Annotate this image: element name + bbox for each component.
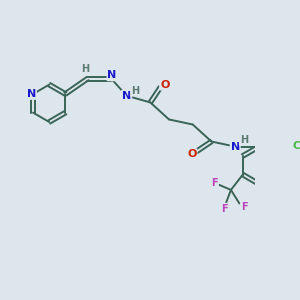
Text: Cl: Cl <box>293 141 300 151</box>
Text: N: N <box>231 142 240 152</box>
Text: F: F <box>241 202 248 212</box>
Text: N: N <box>122 91 131 101</box>
Text: H: H <box>240 135 248 145</box>
Text: O: O <box>160 80 170 90</box>
Text: F: F <box>212 178 218 188</box>
Text: H: H <box>131 85 139 96</box>
Text: H: H <box>81 64 89 74</box>
Text: F: F <box>221 204 227 214</box>
Text: O: O <box>187 149 196 159</box>
Text: N: N <box>107 70 117 80</box>
Text: N: N <box>27 89 36 99</box>
